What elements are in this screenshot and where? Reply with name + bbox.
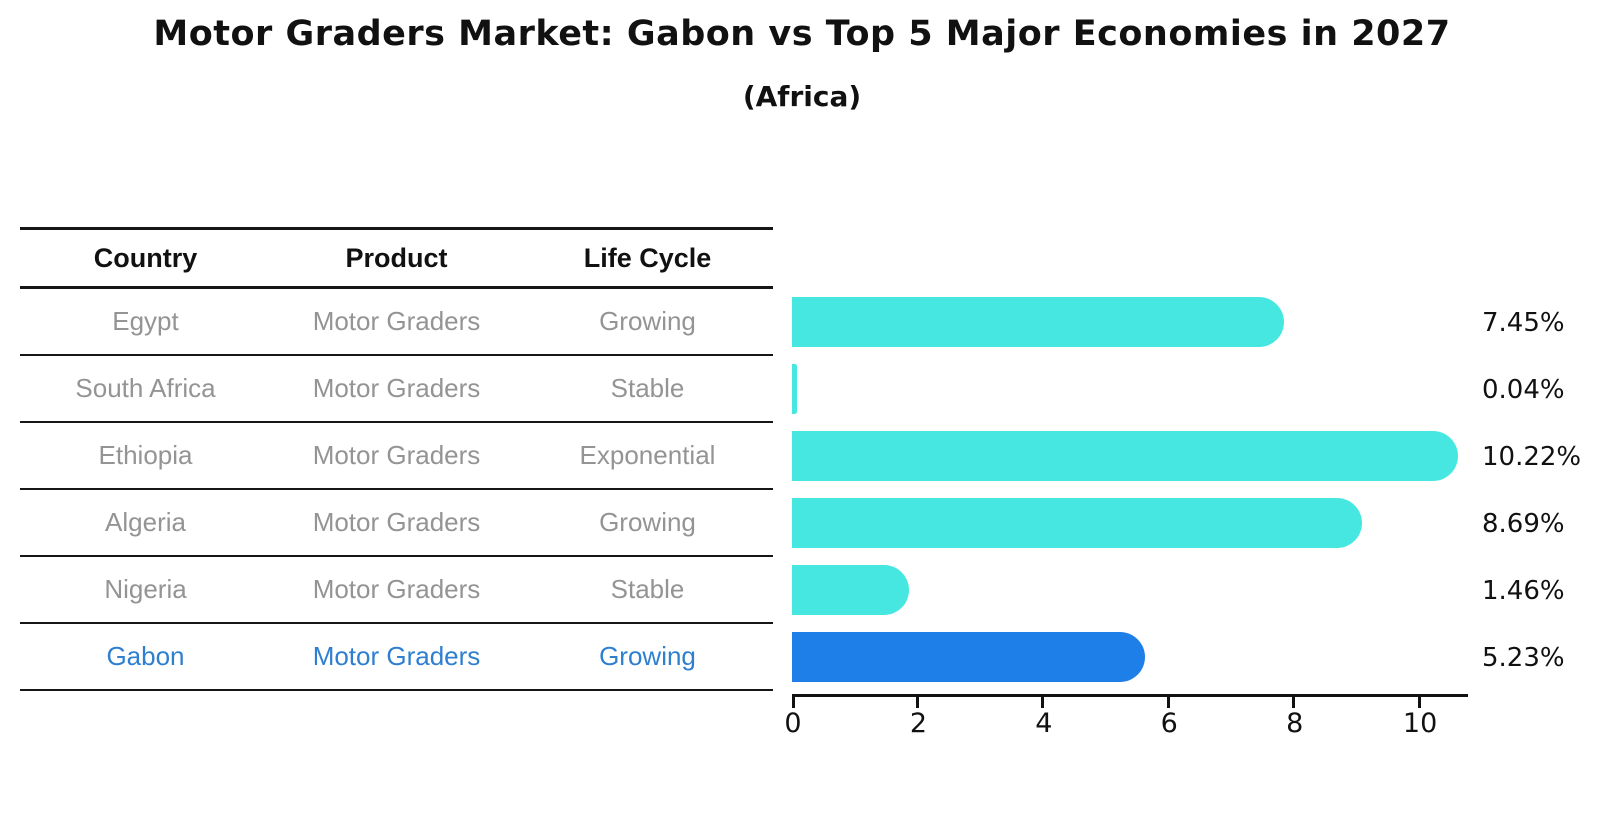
bar-row-algeria (792, 490, 1468, 557)
table-cell-country: Algeria (105, 507, 186, 537)
table-header-row: Country Product Life Cycle (20, 227, 773, 289)
table-cell-product: Motor Graders (312, 373, 481, 403)
table-cell-country: Gabon (106, 641, 185, 671)
chart-subtitle: (Africa) (742, 80, 862, 113)
table-row-egypt: Egypt Motor Graders Growing (20, 289, 773, 356)
x-tick-6 (1166, 697, 1170, 708)
table-row-ethiopia: Ethiopia Motor Graders Exponential (20, 423, 773, 490)
table-cell-life-cycle: Stable (610, 373, 685, 403)
x-tick-label-6: 6 (1160, 708, 1178, 739)
table-cell-product: Motor Graders (312, 507, 481, 537)
bar-row-ethiopia (792, 423, 1468, 490)
x-tick-label-2: 2 (909, 708, 927, 739)
table-cell-country: South Africa (75, 373, 216, 403)
value-label-column: 7.45% 0.04% 10.22% 8.69% 1.46% 5.23% (1482, 289, 1581, 691)
x-tick-0 (792, 697, 795, 708)
header-cell-life-cycle: Life Cycle (583, 242, 712, 273)
x-tick-8 (1292, 697, 1296, 708)
bar-row-egypt (792, 289, 1468, 356)
table-body: Egypt Motor Graders Growing South Africa Mot… (20, 289, 773, 691)
header-cell-country: Country (93, 242, 198, 273)
table-row-nigeria: Nigeria Motor Graders Stable (20, 557, 773, 624)
table-cell-country: Nigeria (104, 574, 187, 604)
bar-plot-area (792, 289, 1468, 691)
x-tick-10 (1417, 697, 1421, 708)
table-row-south-africa: South Africa Motor Graders Stable (20, 356, 773, 423)
bar-egypt (792, 297, 1285, 347)
value-label-nigeria: 1.46% (1482, 575, 1565, 606)
data-table: Country Product Life Cycle Egypt Motor Grad… (20, 227, 773, 691)
x-axis: 0 2 4 6 8 10 (784, 694, 1468, 739)
value-label-south-africa: 0.04% (1482, 374, 1565, 405)
x-tick-label-0: 0 (784, 708, 802, 739)
value-label-egypt: 7.45% (1482, 307, 1565, 338)
value-label-algeria: 8.69% (1482, 508, 1565, 539)
bar-gabon (792, 632, 1145, 682)
table-cell-product: Motor Graders (312, 440, 481, 470)
table-cell-country: Egypt (112, 306, 179, 336)
value-label-gabon: 5.23% (1482, 642, 1565, 673)
bar-algeria (792, 498, 1362, 548)
table-cell-product: Motor Graders (312, 306, 481, 336)
table-cell-life-cycle: Growing (599, 641, 696, 671)
bar-nigeria (792, 565, 909, 615)
table-cell-life-cycle: Exponential (579, 440, 716, 470)
x-tick-2 (915, 697, 919, 708)
table-cell-life-cycle: Growing (599, 306, 696, 336)
chart-title: Motor Graders Market: Gabon vs Top 5 Maj… (153, 14, 1451, 54)
x-tick-label-10: 10 (1402, 708, 1438, 739)
table-cell-product: Motor Graders (312, 574, 481, 604)
table-row-gabon: Gabon Motor Graders Growing (20, 624, 773, 691)
bar-south-africa (792, 364, 798, 414)
bar-row-gabon (792, 624, 1468, 691)
x-tick-label-4: 4 (1035, 708, 1053, 739)
table-cell-life-cycle: Stable (610, 574, 685, 604)
bar-ethiopia (792, 431, 1458, 481)
table-cell-product: Motor Graders (312, 641, 481, 671)
value-label-ethiopia: 10.22% (1482, 441, 1582, 472)
x-tick-label-8: 8 (1286, 708, 1304, 739)
bar-row-south-africa (792, 356, 1468, 423)
x-axis-line (792, 694, 1468, 697)
x-tick-4 (1041, 697, 1045, 708)
table-cell-country: Ethiopia (98, 440, 193, 470)
bar-row-nigeria (792, 557, 1468, 624)
table-row-algeria: Algeria Motor Graders Growing (20, 490, 773, 557)
table-cell-life-cycle: Growing (599, 507, 696, 537)
header-cell-product: Product (345, 242, 448, 273)
